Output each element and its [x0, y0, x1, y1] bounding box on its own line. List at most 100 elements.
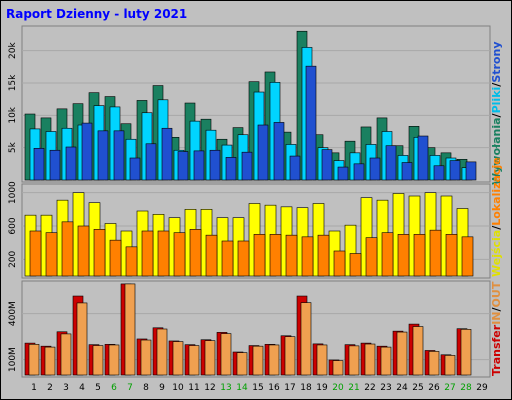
- side-label-visits: Wejścia/Lokalizacje: [490, 157, 503, 277]
- sites-bar: [349, 253, 362, 277]
- x-tick-label: 27: [444, 383, 455, 393]
- sites-bar: [285, 234, 298, 277]
- pages-bar: [385, 145, 397, 181]
- x-tick-label: 25: [412, 383, 423, 393]
- side-label-part: IN: [490, 311, 503, 324]
- sites-bar: [333, 250, 346, 277]
- sites-bar: [221, 240, 234, 277]
- sites-bar: [61, 221, 74, 277]
- sites-bar: [253, 234, 266, 277]
- pages-bar: [177, 151, 189, 181]
- pages-bar: [49, 149, 61, 181]
- x-tick-label: 11: [188, 383, 199, 393]
- pages-bar: [353, 163, 365, 181]
- pages-bar: [65, 146, 77, 181]
- visits-panel: 200 600 1000: [8, 181, 491, 279]
- sites-bar: [45, 232, 58, 277]
- y-tick-label: 100M: [8, 347, 18, 372]
- transfer-panel: 100M 400M: [8, 280, 491, 378]
- sites-bar: [461, 236, 474, 277]
- y-tick-label: 10k: [8, 106, 18, 123]
- out-bar: [60, 333, 72, 376]
- sites-bar: [269, 234, 282, 277]
- out-bar: [428, 351, 440, 376]
- out-bar: [220, 333, 232, 376]
- pages-bar: [257, 124, 269, 181]
- side-label-part: Wejścia: [490, 230, 503, 277]
- side-label-part: /: [490, 82, 503, 87]
- x-tick-label: 16: [268, 383, 280, 393]
- hits-panel: 5k 10k 15k 20k: [8, 25, 491, 183]
- x-tick-label: 10: [172, 383, 184, 393]
- out-bar: [236, 352, 248, 376]
- x-tick-label: 3: [63, 383, 69, 393]
- pages-bar: [225, 157, 237, 181]
- out-bar: [76, 302, 88, 376]
- y-tick-label: 5k: [8, 141, 18, 153]
- pages-bar: [273, 122, 285, 181]
- chart-title: Raport Dzienny - luty 2021: [6, 7, 187, 21]
- out-bar: [332, 360, 344, 376]
- side-label-part: Strony: [490, 42, 503, 83]
- out-bar: [396, 331, 408, 376]
- out-bar: [188, 345, 200, 376]
- y-tick-label: 15k: [8, 74, 18, 91]
- visits-panel-plot: 200 600 1000: [8, 181, 490, 277]
- sites-bar: [397, 234, 410, 277]
- sites-bar: [125, 246, 138, 277]
- pages-bar: [465, 161, 477, 181]
- side-label-part: Pliki: [490, 87, 503, 114]
- out-bar: [364, 343, 376, 376]
- x-tick-label: 2: [47, 383, 53, 393]
- out-bar: [284, 336, 296, 376]
- x-tick-label: 9: [159, 383, 165, 393]
- x-tick-label: 19: [316, 383, 328, 393]
- out-bar: [252, 345, 264, 376]
- side-label-part: Transfer: [490, 324, 503, 376]
- out-bar: [28, 344, 40, 376]
- x-tick-label: 28: [460, 383, 472, 393]
- pages-bar: [81, 122, 93, 181]
- side-label-part: OUT: [490, 281, 503, 307]
- pages-bar: [433, 165, 445, 181]
- x-tick-label: 6: [111, 383, 117, 393]
- pages-bar: [209, 149, 221, 181]
- sites-bar: [189, 229, 202, 277]
- out-bar: [124, 283, 136, 376]
- x-tick-label: 14: [236, 383, 248, 393]
- side-label-part: Wywołania: [490, 117, 503, 185]
- day-axis: 1 2 3 4 5 6 7 8 9 10 11 12 13 14 15 16 17 18 19 20 21 22 23 24 2…: [31, 383, 488, 393]
- sites-bar: [445, 234, 458, 277]
- x-tick-label: 29: [476, 383, 488, 393]
- x-tick-label: 21: [348, 383, 359, 393]
- pages-bar: [97, 130, 109, 181]
- sites-bar: [301, 236, 314, 277]
- side-label-part: /: [490, 112, 503, 117]
- sites-bar: [77, 225, 90, 277]
- out-bar: [204, 340, 216, 376]
- sites-bar: [141, 230, 154, 277]
- out-bar: [444, 355, 456, 376]
- x-tick-label: 13: [220, 383, 231, 393]
- sites-bar: [157, 230, 170, 277]
- sites-bar: [317, 234, 330, 277]
- y-tick-label: 20k: [8, 42, 18, 59]
- x-tick-label: 18: [300, 383, 312, 393]
- x-tick-label: 22: [364, 383, 375, 393]
- sites-bar: [205, 234, 218, 277]
- pages-bar: [145, 143, 157, 181]
- x-tick-label: 7: [127, 383, 133, 393]
- side-label-part: Lokalizacje: [490, 157, 503, 225]
- sites-bar: [413, 234, 426, 277]
- out-bar: [412, 326, 424, 376]
- out-bar: [300, 302, 312, 376]
- sites-bar: [429, 229, 442, 277]
- out-bar: [268, 344, 280, 376]
- pages-bar: [369, 157, 381, 181]
- sites-bar: [109, 239, 122, 277]
- x-tick-label: 24: [396, 383, 408, 393]
- transfer-panel-plot: 100M 400M: [8, 283, 490, 376]
- out-bar: [316, 344, 328, 376]
- pages-bar: [33, 148, 45, 181]
